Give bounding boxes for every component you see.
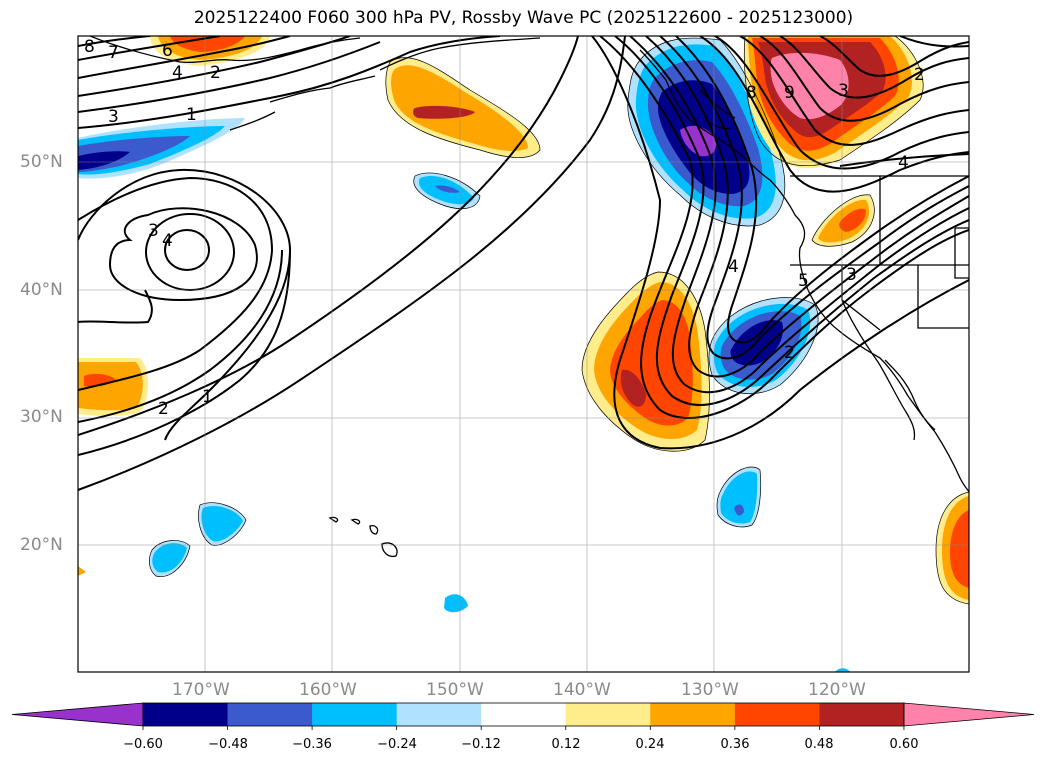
colorbar-tick-label: −0.60 <box>123 737 163 752</box>
lon-label-120w: 120°W <box>808 680 866 700</box>
colorbar-swatch <box>650 703 736 726</box>
colorbar-swatch <box>565 703 651 726</box>
lon-label-130w: 130°W <box>681 680 739 700</box>
gridlines <box>78 36 969 672</box>
contour-labels: 8 7 6 4 2 3 1 3 4 2 1 9 8 3 2 4 4 5 3 2 <box>84 37 925 419</box>
colorbar-tick-label: −0.36 <box>292 737 332 752</box>
contour-label: 8 <box>84 37 95 57</box>
contour-label: 1 <box>186 105 197 125</box>
lon-label-170w: 170°W <box>172 680 230 700</box>
colorbar-tick-label: 0.48 <box>804 737 834 752</box>
lon-label-160w: 160°W <box>299 680 357 700</box>
anomaly-outlines <box>149 36 969 605</box>
contour-label: 3 <box>838 81 849 101</box>
contour-label: 7 <box>108 43 119 63</box>
anomaly-positive-136w <box>582 272 710 452</box>
contour-label: 4 <box>898 153 909 173</box>
colorbar-tick-label: 0.60 <box>889 737 919 752</box>
colorbar-swatch <box>819 703 905 726</box>
colorbar-tick-label: 0.12 <box>551 737 581 752</box>
lon-label-140w: 140°W <box>553 680 611 700</box>
lat-label-50n: 50°N <box>20 152 63 172</box>
contour-label: 4 <box>728 257 739 277</box>
colorbar-tick-label: −0.48 <box>208 737 248 752</box>
anomaly-positive-118w <box>812 194 875 247</box>
contour-label: 2 <box>158 399 169 419</box>
contour-label: 2 <box>210 63 221 83</box>
contour-label: 6 <box>162 41 173 61</box>
colorbar-extend-high <box>903 702 1035 727</box>
anomaly-positive-left <box>78 358 149 416</box>
contour-label: 2 <box>914 65 925 85</box>
colorbar-swatch <box>734 703 820 726</box>
anomaly-negative-left <box>78 118 245 179</box>
anomaly-left-edge-20n <box>78 566 86 576</box>
contour-label: 4 <box>172 63 183 83</box>
anomaly-positive-right-edge <box>936 492 969 604</box>
colorbar-swatch <box>396 703 482 726</box>
colorbar-tick-label: −0.12 <box>461 737 501 752</box>
lat-label-40n: 40°N <box>20 280 63 300</box>
contour-label: 9 <box>784 83 795 103</box>
map-title: 2025122400 F060 300 hPa PV, Rossby Wave … <box>193 8 854 28</box>
lat-label-20n: 20°N <box>20 535 63 555</box>
anomaly-negative-south <box>149 466 850 672</box>
anomaly-negative-127w <box>709 297 819 394</box>
lon-label-150w: 150°W <box>426 680 484 700</box>
colorbar-swatch <box>312 703 398 726</box>
anomaly-positive-155w <box>385 57 540 158</box>
coastlines <box>89 36 969 558</box>
colorbar-swatch <box>481 703 567 726</box>
colorbar-tick-label: 0.24 <box>635 737 665 752</box>
colorbar-tick-label: −0.24 <box>377 737 417 752</box>
contour-label: 4 <box>162 231 173 251</box>
colorbar-swatch <box>227 703 313 726</box>
contour-label: 3 <box>108 107 119 127</box>
colorbar-extend-low <box>11 702 144 727</box>
contour-label: 8 <box>746 83 757 103</box>
lat-label-30n: 30°N <box>20 407 63 427</box>
colorbar-frame <box>142 702 905 727</box>
map-frame <box>77 35 970 673</box>
contour-label: 2 <box>784 343 795 363</box>
anomaly-positive-120w <box>743 36 924 169</box>
contour-label: 3 <box>148 221 159 241</box>
contour-label: 1 <box>202 387 213 407</box>
contour-label: 3 <box>846 265 857 285</box>
colorbar-swatch <box>143 703 229 726</box>
colorbar-tick-label: 0.36 <box>720 737 750 752</box>
colorbar <box>11 702 1035 730</box>
contour-label: 5 <box>798 271 809 291</box>
